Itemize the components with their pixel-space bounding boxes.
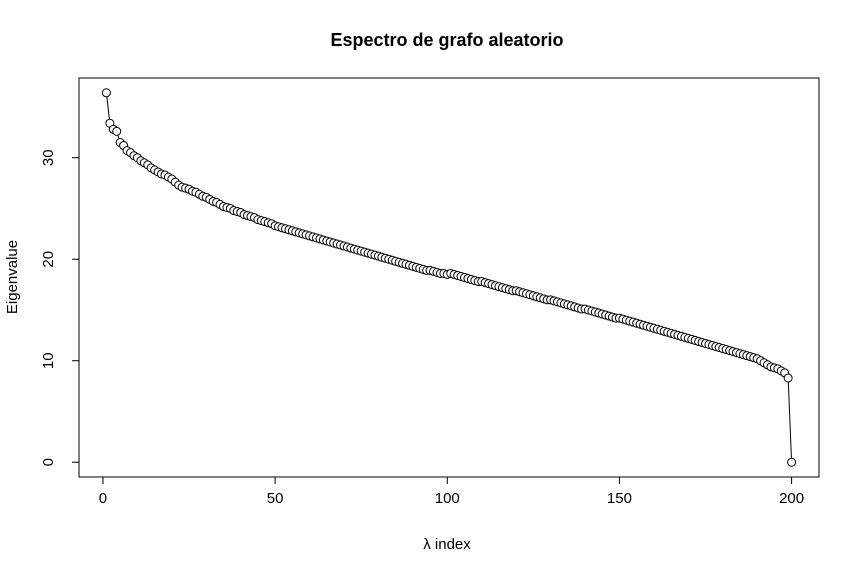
x-tick-label: 0	[99, 490, 107, 507]
data-point	[112, 126, 122, 136]
y-tick-label: 0	[40, 458, 57, 466]
y-axis-label: Eigenvalue	[4, 240, 21, 314]
y-tick-label: 20	[40, 251, 57, 268]
x-tick-label: 150	[607, 490, 632, 507]
x-tick-label: 50	[267, 490, 284, 507]
data-point	[787, 457, 797, 467]
y-tick-label: 30	[40, 149, 57, 166]
x-tick-label: 200	[779, 490, 804, 507]
x-tick-label: 100	[435, 490, 460, 507]
chart-title: Espectro de grafo aleatorio	[330, 30, 563, 50]
y-tick-label: 10	[40, 352, 57, 369]
data-point	[783, 373, 793, 383]
x-axis-label: λ index	[423, 536, 471, 553]
data-point	[101, 88, 111, 98]
